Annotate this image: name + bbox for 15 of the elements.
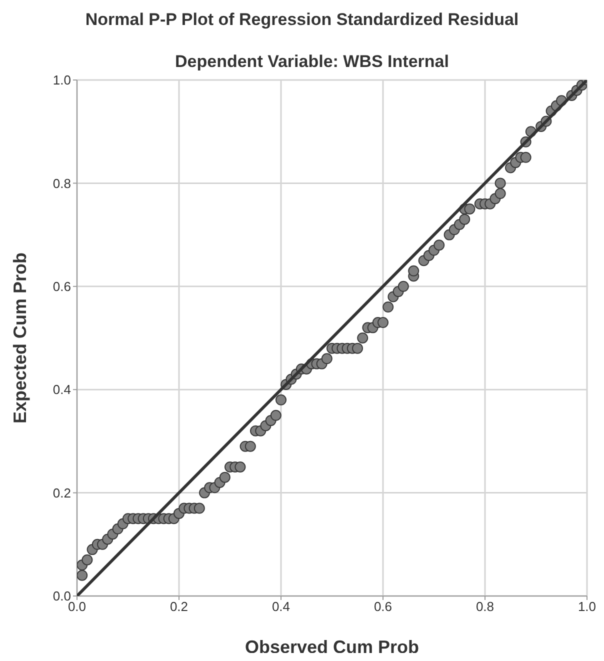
- x-tick-label: 0.0: [68, 599, 86, 614]
- y-tick-label: 1.0: [52, 72, 71, 88]
- y-tick-label: 0.4: [52, 382, 71, 398]
- x-axis-title: Observed Cum Prob: [244, 637, 420, 657]
- y-tick-label: 0.2: [52, 485, 71, 500]
- x-tick-label: 1.0: [578, 599, 596, 614]
- x-tick-label: 0.6: [374, 599, 392, 614]
- chart-subtitle: Dependent Variable: WBS Internal: [174, 52, 450, 72]
- chart-title: Normal P-P Plot of Regression Standardized Residual: [84, 10, 520, 30]
- y-tick-label: 0.8: [52, 176, 71, 191]
- x-tick-label: 0.2: [170, 599, 188, 614]
- y-axis-title: Expected Cum Prob: [10, 252, 30, 424]
- x-tick-label: 0.8: [476, 599, 494, 614]
- x-tick-label: 0.4: [272, 599, 290, 614]
- y-tick-label: 0.6: [52, 279, 71, 294]
